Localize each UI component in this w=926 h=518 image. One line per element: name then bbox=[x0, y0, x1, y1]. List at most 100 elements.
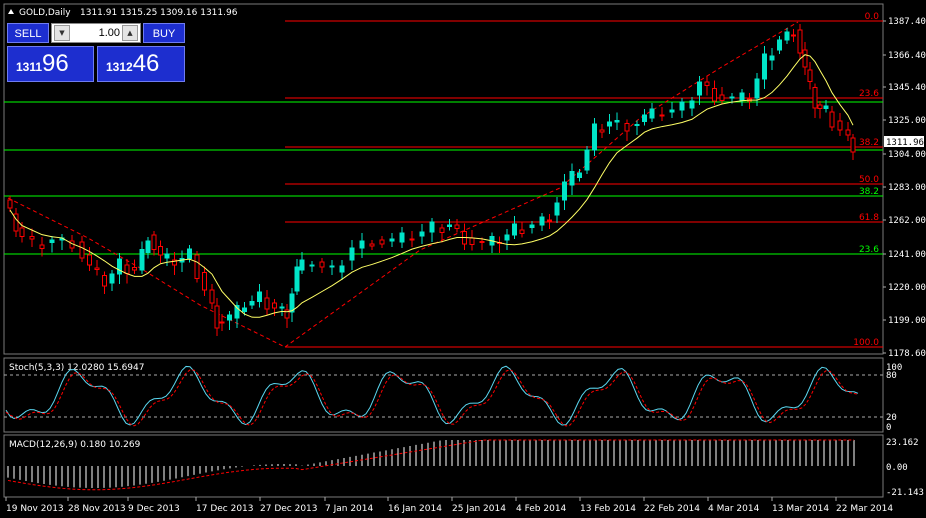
candle-body bbox=[519, 229, 525, 234]
macd-label: MACD(12,26,9) 0.180 10.269 bbox=[9, 440, 141, 450]
candle-body bbox=[227, 314, 232, 321]
macd-axis-bottom: -21.143 bbox=[886, 488, 924, 498]
candle-body bbox=[624, 123, 630, 132]
candle-body bbox=[359, 240, 365, 249]
candle-body bbox=[797, 29, 803, 54]
candle-body bbox=[802, 49, 808, 68]
candle-body bbox=[762, 53, 767, 80]
stoch-frame bbox=[3, 357, 884, 433]
candle-body bbox=[87, 254, 92, 266]
fibo-label-0: 0.0 bbox=[865, 12, 880, 22]
bid-price-button[interactable]: 131196 bbox=[7, 46, 94, 82]
time-tick: 25 Jan 2014 bbox=[452, 504, 506, 514]
price-tick: 1178.60 bbox=[888, 349, 926, 359]
candle-body bbox=[769, 55, 775, 61]
price-tick: 1283.00 bbox=[888, 183, 926, 193]
candlesticks[interactable] bbox=[7, 24, 856, 336]
candle-body bbox=[7, 199, 13, 209]
collapse-arrow-icon[interactable] bbox=[8, 9, 14, 14]
price-tick: 1387.40 bbox=[888, 17, 926, 27]
price-tick: 1199.00 bbox=[888, 316, 926, 326]
candle-body bbox=[729, 96, 735, 99]
candle-body bbox=[719, 94, 725, 101]
candle-body bbox=[812, 87, 818, 109]
time-tick: 4 Mar 2014 bbox=[708, 504, 760, 514]
time-tick: 16 Jan 2014 bbox=[388, 504, 442, 514]
candle-body bbox=[599, 129, 605, 133]
support-label-23: 23.6 bbox=[859, 245, 879, 255]
candle-body bbox=[739, 92, 745, 101]
candle-body bbox=[614, 120, 620, 123]
candle-body bbox=[504, 234, 510, 241]
time-tick: 22 Mar 2014 bbox=[836, 504, 893, 514]
candle-body bbox=[219, 321, 225, 324]
candle-body bbox=[439, 227, 445, 233]
time-tick: 22 Feb 2014 bbox=[644, 504, 700, 514]
candle-body bbox=[845, 129, 851, 136]
macd-frame bbox=[3, 434, 884, 498]
support-levels[interactable]: 38.2 23.6 bbox=[4, 101, 883, 255]
fibo-trend-down bbox=[7, 197, 286, 348]
stoch-axis-0: 0 bbox=[886, 423, 891, 433]
time-tick: 19 Nov 2013 bbox=[6, 504, 64, 514]
candle-body bbox=[264, 297, 270, 310]
lot-size-input[interactable] bbox=[74, 25, 120, 41]
lot-increase-icon[interactable]: ▲ bbox=[122, 25, 138, 41]
candle-body bbox=[704, 81, 710, 86]
candle-body bbox=[837, 120, 843, 131]
candle-body bbox=[539, 216, 545, 226]
candle-body bbox=[102, 275, 107, 287]
candle-body bbox=[784, 31, 790, 41]
sell-button[interactable]: SELL bbox=[7, 23, 49, 43]
candle-body bbox=[242, 307, 247, 312]
buy-button[interactable]: BUY bbox=[143, 23, 185, 43]
current-price-label: 1311.96 bbox=[886, 138, 924, 148]
lot-size-field: ▼ ▲ bbox=[51, 23, 141, 43]
candle-body bbox=[562, 181, 567, 201]
price-tick: 1262.00 bbox=[888, 216, 926, 226]
candle-body bbox=[592, 123, 597, 151]
candle-body bbox=[49, 239, 55, 243]
stoch-axis-80: 80 bbox=[886, 371, 897, 381]
bid-price-large: 96 bbox=[42, 50, 69, 77]
candle-body bbox=[399, 232, 405, 243]
ask-price-button[interactable]: 131246 bbox=[97, 46, 185, 82]
candle-body bbox=[284, 309, 290, 319]
candle-body bbox=[29, 236, 35, 240]
price-tick: 1325.00 bbox=[888, 116, 926, 126]
candle-body bbox=[349, 247, 355, 261]
candle-body bbox=[187, 248, 192, 259]
candle-body bbox=[554, 202, 560, 216]
price-tick: 1304.00 bbox=[888, 150, 926, 160]
fibo-label-23: 23.6 bbox=[859, 89, 879, 99]
candle-body bbox=[634, 124, 640, 126]
candle-body bbox=[124, 264, 130, 274]
candle-body bbox=[379, 239, 385, 245]
lot-decrease-icon[interactable]: ▼ bbox=[54, 25, 70, 41]
candle-body bbox=[194, 254, 200, 279]
time-axis: 19 Nov 2013 28 Nov 2013 9 Dec 2013 17 Dec 2… bbox=[5, 497, 893, 514]
stoch-axis-20: 20 bbox=[886, 413, 897, 423]
candle-body bbox=[447, 224, 452, 227]
candle-body bbox=[19, 227, 25, 237]
candle-body bbox=[649, 108, 655, 119]
ask-price-small: 1312 bbox=[106, 60, 133, 74]
price-tick: 1366.40 bbox=[888, 51, 926, 61]
macd-axis-top: 23.162 bbox=[886, 438, 919, 448]
macd-histogram bbox=[7, 440, 855, 488]
price-tick: 1220.00 bbox=[888, 283, 926, 293]
candle-body bbox=[39, 244, 45, 249]
candle-body bbox=[299, 259, 305, 271]
candle-body bbox=[679, 101, 685, 111]
candle-body bbox=[234, 305, 240, 319]
candle-body bbox=[272, 302, 277, 309]
time-tick: 7 Jan 2014 bbox=[325, 504, 373, 514]
fibonacci-levels[interactable]: 0.0 23.6 38.2 50.0 61.8 100.0 bbox=[285, 12, 883, 348]
candle-body bbox=[512, 223, 517, 236]
time-tick: 27 Dec 2013 bbox=[260, 504, 318, 514]
candle-body bbox=[158, 246, 163, 256]
ask-price-large: 46 bbox=[132, 50, 160, 77]
price-tick: 1241.00 bbox=[888, 250, 926, 260]
support-label-38: 38.2 bbox=[859, 187, 879, 197]
